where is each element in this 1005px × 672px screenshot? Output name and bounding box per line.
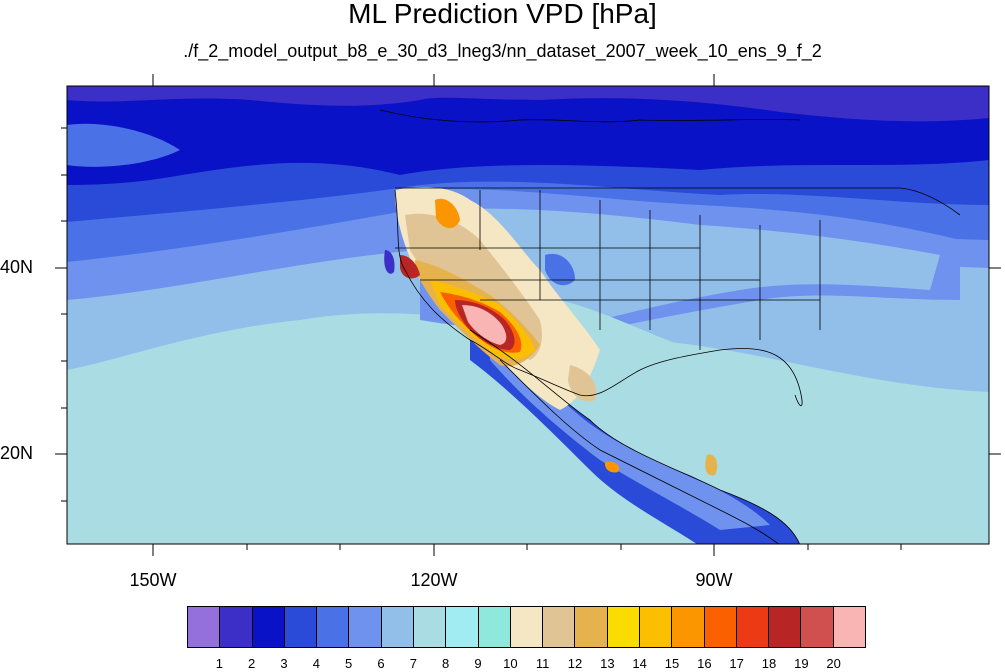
lat-label-20n: 20N [0, 443, 34, 463]
colorbar-label: 12 [567, 656, 583, 671]
colorbar [187, 606, 866, 648]
colorbar-swatch [639, 607, 673, 647]
colorbar-label: 10 [503, 656, 518, 671]
map-subtitle: ./f_2_model_output_b8_e_30_d3_lneg3/nn_d… [183, 41, 822, 61]
colorbar-swatch [769, 607, 802, 647]
colorbar-swatch [284, 607, 318, 647]
colorbar-swatch [510, 607, 544, 647]
colorbar-swatch [704, 607, 737, 647]
map-field [67, 86, 989, 544]
lon-label-90w: 90W [695, 570, 733, 590]
colorbar-label: 13 [600, 656, 615, 671]
colorbar-swatch [252, 607, 285, 647]
colorbar-swatch [413, 607, 447, 647]
colorbar-swatch [446, 607, 479, 647]
boundary-lines [379, 109, 961, 544]
colorbar-label: 8 [442, 656, 450, 671]
colorbar-label: 3 [280, 656, 288, 671]
colorbar-label: 16 [697, 656, 712, 671]
colorbar-swatch [607, 607, 640, 647]
colorbar-swatch [801, 607, 834, 647]
colorbar-swatch [188, 607, 221, 647]
colorbar-swatch [833, 607, 865, 647]
colorbar-label: 14 [632, 656, 647, 671]
colorbar-swatch [381, 607, 414, 647]
colorbar-swatch [575, 607, 608, 647]
lon-label-150w: 150W [129, 570, 177, 590]
colorbar-labels: 1 2 3 4 5 6 7 8 9 10 11 12 13 14 15 16 17 18 19 20 [187, 656, 866, 672]
colorbar-swatch [349, 607, 382, 647]
lon-label-120w: 120W [410, 570, 458, 590]
vpd-map [55, 74, 1001, 556]
colorbar-swatch [672, 607, 705, 647]
colorbar-swatch [478, 607, 511, 647]
colorbar-label: 6 [377, 656, 385, 671]
map-frame [66, 85, 990, 545]
colorbar-label: 2 [248, 656, 256, 671]
colorbar-label: 17 [729, 656, 744, 671]
map-title: ML Prediction VPD [hPa] [348, 0, 657, 29]
colorbar-label: 19 [794, 656, 809, 671]
colorbar-label: 18 [761, 656, 777, 671]
lat-label-40n: 40N [0, 257, 34, 277]
colorbar-swatch [220, 607, 253, 647]
colorbar-label: 9 [474, 656, 482, 671]
colorbar-swatch [317, 607, 350, 647]
colorbar-label: 4 [312, 656, 320, 671]
colorbar-label: 5 [345, 656, 353, 671]
colorbar-label: 20 [826, 656, 841, 671]
axis-ticks [55, 74, 1001, 556]
colorbar-label: 7 [409, 656, 417, 671]
colorbar-label: 1 [215, 656, 223, 671]
colorbar-label: 11 [535, 656, 550, 671]
colorbar-swatch [543, 607, 576, 647]
colorbar-swatch [736, 607, 770, 647]
colorbar-label: 15 [664, 656, 680, 671]
